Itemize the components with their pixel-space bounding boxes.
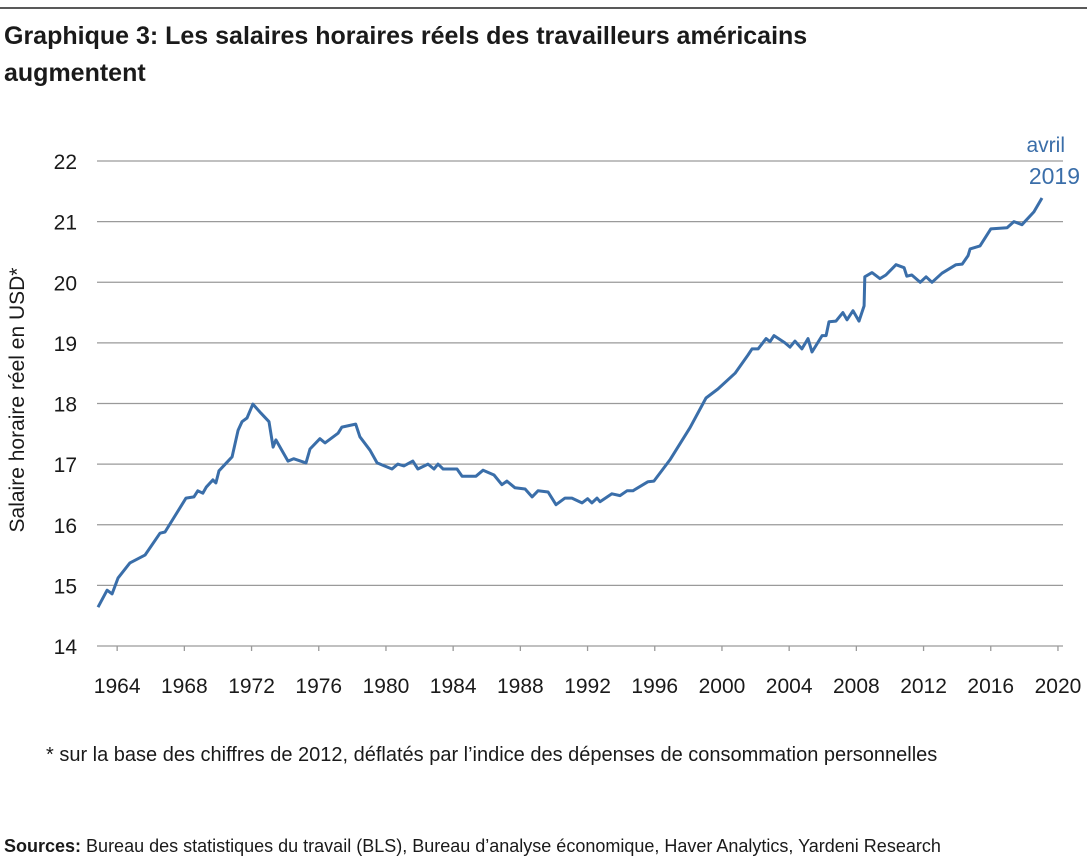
source-text: Bureau des statistiques du travail (BLS)… xyxy=(86,836,941,856)
y-tick-label: 15 xyxy=(54,575,77,598)
x-tick-label: 1972 xyxy=(228,675,275,698)
y-tick-label: 18 xyxy=(54,394,77,417)
chart-title: Graphique 3: Les salaires horaires réels… xyxy=(4,22,807,50)
x-tick-label: 2000 xyxy=(699,675,746,698)
x-tick-label: 2016 xyxy=(967,675,1014,698)
annotation: avril xyxy=(1026,134,1065,157)
x-tick-label: 1996 xyxy=(631,675,678,698)
y-tick-label: 19 xyxy=(54,333,77,356)
y-tick-label: 16 xyxy=(54,515,77,538)
footnote: * sur la base des chiffres de 2012, défl… xyxy=(46,744,937,766)
data-line xyxy=(96,197,1044,608)
x-tick-label: 2008 xyxy=(833,675,880,698)
source: Sources: Bureau des statistiques du trav… xyxy=(4,836,941,856)
x-tick-label: 1980 xyxy=(363,675,410,698)
y-tick-label: 14 xyxy=(54,636,78,659)
x-tick-label: 1992 xyxy=(564,675,611,698)
y-axis-label: Salaire horaire réel en USD* xyxy=(6,268,29,533)
x-tick-label: 2004 xyxy=(766,675,813,698)
y-tick-label: 22 xyxy=(54,151,77,174)
source-label: Sources: xyxy=(4,836,81,856)
annotation: 2019 xyxy=(1029,163,1080,189)
x-tick-label: 1984 xyxy=(430,675,477,698)
x-tick-label: 1964 xyxy=(94,675,141,698)
x-tick-label: 1988 xyxy=(497,675,544,698)
x-tick-label: 1976 xyxy=(295,675,342,698)
chart-title: augmentent xyxy=(4,59,146,87)
x-tick-label: 1968 xyxy=(161,675,208,698)
y-tick-label: 17 xyxy=(54,454,77,477)
x-tick-label: 2020 xyxy=(1035,675,1082,698)
x-tick-label: 2012 xyxy=(900,675,947,698)
y-tick-label: 20 xyxy=(54,272,77,295)
y-tick-label: 21 xyxy=(54,212,77,235)
